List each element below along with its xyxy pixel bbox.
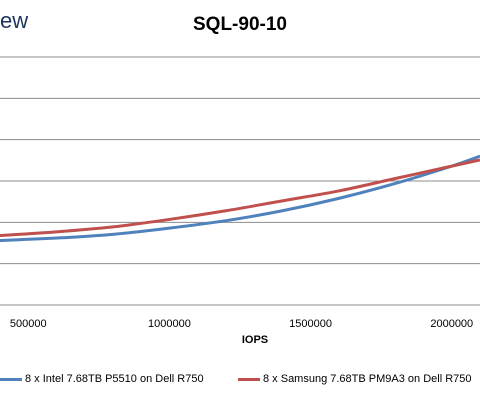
x-tick-label: 1000000 xyxy=(148,318,191,330)
legend-swatch-intel xyxy=(0,377,22,381)
x-tick-label: 500000 xyxy=(10,318,47,330)
legend-label-intel: 8 x Intel 7.68TB P5510 on Dell R750 xyxy=(25,373,204,385)
x-tick-labels: 500000 1000000 1500000 2000000 xyxy=(10,318,473,330)
legend: 8 x Intel 7.68TB P5510 on Dell R750 8 x … xyxy=(0,373,480,389)
legend-item-intel: 8 x Intel 7.68TB P5510 on Dell R750 xyxy=(0,373,204,385)
x-tick-label: 2000000 xyxy=(430,318,473,330)
legend-item-samsung: 8 x Samsung 7.68TB PM9A3 on Dell R750 xyxy=(238,373,472,385)
brand-logo-text: ew xyxy=(0,8,29,33)
series-line-intel xyxy=(0,154,480,243)
chart-title: SQL-90-10 xyxy=(193,14,287,35)
legend-swatch-samsung xyxy=(238,377,260,381)
x-tick-label: 1500000 xyxy=(289,318,332,330)
legend-label-samsung: 8 x Samsung 7.68TB PM9A3 on Dell R750 xyxy=(263,373,472,385)
x-axis-label: IOPS xyxy=(241,334,269,346)
series-lines xyxy=(0,154,480,243)
series-line-samsung xyxy=(0,158,480,238)
